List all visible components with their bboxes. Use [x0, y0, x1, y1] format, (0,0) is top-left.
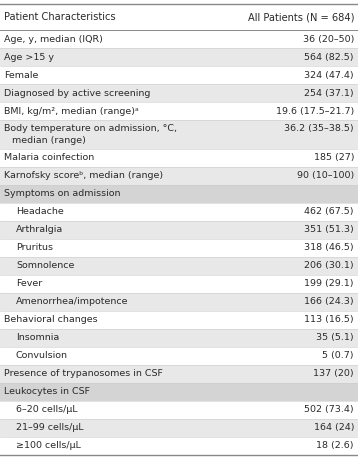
- Bar: [0, 293, 358, 311]
- Text: Behavioral changes: Behavioral changes: [4, 315, 98, 325]
- Text: Age >15 y: Age >15 y: [4, 52, 54, 62]
- Text: 318 (46.5): 318 (46.5): [304, 243, 354, 252]
- Text: BMI, kg/m², median (range)ᵃ: BMI, kg/m², median (range)ᵃ: [4, 106, 139, 116]
- Bar: [0, 347, 358, 365]
- Text: Insomnia: Insomnia: [16, 333, 59, 342]
- Text: Arthralgia: Arthralgia: [16, 225, 63, 235]
- Bar: [0, 30, 358, 48]
- Bar: [0, 419, 358, 437]
- Text: 206 (30.1): 206 (30.1): [304, 262, 354, 270]
- Bar: [0, 84, 358, 102]
- Bar: [0, 203, 358, 221]
- Text: 351 (51.3): 351 (51.3): [304, 225, 354, 235]
- Text: 6–20 cells/μL: 6–20 cells/μL: [16, 405, 78, 414]
- Bar: [0, 102, 358, 120]
- Text: 164 (24): 164 (24): [314, 424, 354, 432]
- Text: Fever: Fever: [16, 280, 42, 288]
- Text: Diagnosed by active screening: Diagnosed by active screening: [4, 89, 150, 97]
- Text: Amenorrhea/impotence: Amenorrhea/impotence: [16, 297, 129, 307]
- Text: 462 (67.5): 462 (67.5): [305, 207, 354, 216]
- Text: 137 (20): 137 (20): [313, 369, 354, 379]
- Text: Leukocytes in CSF: Leukocytes in CSF: [4, 387, 90, 397]
- Text: 35 (5.1): 35 (5.1): [316, 333, 354, 342]
- Text: 36 (20–50): 36 (20–50): [303, 34, 354, 44]
- Text: 21–99 cells/μL: 21–99 cells/μL: [16, 424, 84, 432]
- Bar: [0, 48, 358, 66]
- Bar: [0, 149, 358, 167]
- Text: 502 (73.4): 502 (73.4): [304, 405, 354, 414]
- Text: Presence of trypanosomes in CSF: Presence of trypanosomes in CSF: [4, 369, 163, 379]
- Text: Symptoms on admission: Symptoms on admission: [4, 190, 121, 198]
- Text: Pruritus: Pruritus: [16, 243, 53, 252]
- Bar: [0, 383, 358, 401]
- Text: median (range): median (range): [12, 136, 86, 146]
- Text: ≥100 cells/μL: ≥100 cells/μL: [16, 442, 81, 450]
- Bar: [0, 311, 358, 329]
- Bar: [0, 66, 358, 84]
- Text: Headache: Headache: [16, 207, 64, 216]
- Text: 199 (29.1): 199 (29.1): [305, 280, 354, 288]
- Text: 19.6 (17.5–21.7): 19.6 (17.5–21.7): [276, 106, 354, 116]
- Text: 564 (82.5): 564 (82.5): [305, 52, 354, 62]
- Text: Convulsion: Convulsion: [16, 352, 68, 360]
- Bar: [0, 365, 358, 383]
- Bar: [0, 167, 358, 185]
- Text: Patient Characteristics: Patient Characteristics: [4, 12, 116, 22]
- Bar: [0, 257, 358, 275]
- Text: 18 (2.6): 18 (2.6): [316, 442, 354, 450]
- Text: 5 (0.7): 5 (0.7): [323, 352, 354, 360]
- Bar: [0, 401, 358, 419]
- Text: 36.2 (35–38.5): 36.2 (35–38.5): [284, 123, 354, 133]
- Text: Female: Female: [4, 71, 38, 79]
- Text: All Patients (N = 684): All Patients (N = 684): [247, 12, 354, 22]
- Bar: [0, 221, 358, 239]
- Text: 90 (10–100): 90 (10–100): [297, 171, 354, 180]
- Text: 185 (27): 185 (27): [314, 153, 354, 162]
- Text: 113 (16.5): 113 (16.5): [304, 315, 354, 325]
- Text: 254 (37.1): 254 (37.1): [304, 89, 354, 97]
- Bar: [0, 185, 358, 203]
- Bar: [0, 275, 358, 293]
- Bar: [0, 120, 358, 149]
- Text: Somnolence: Somnolence: [16, 262, 74, 270]
- Text: Body temperature on admission, °C,: Body temperature on admission, °C,: [4, 123, 177, 133]
- Text: 324 (47.4): 324 (47.4): [304, 71, 354, 79]
- Bar: [0, 437, 358, 455]
- Text: 166 (24.3): 166 (24.3): [304, 297, 354, 307]
- Text: Age, y, median (IQR): Age, y, median (IQR): [4, 34, 103, 44]
- Bar: [0, 329, 358, 347]
- Bar: [0, 4, 358, 30]
- Text: Malaria coinfection: Malaria coinfection: [4, 153, 94, 162]
- Text: Karnofsky scoreᵇ, median (range): Karnofsky scoreᵇ, median (range): [4, 171, 163, 180]
- Bar: [0, 239, 358, 257]
